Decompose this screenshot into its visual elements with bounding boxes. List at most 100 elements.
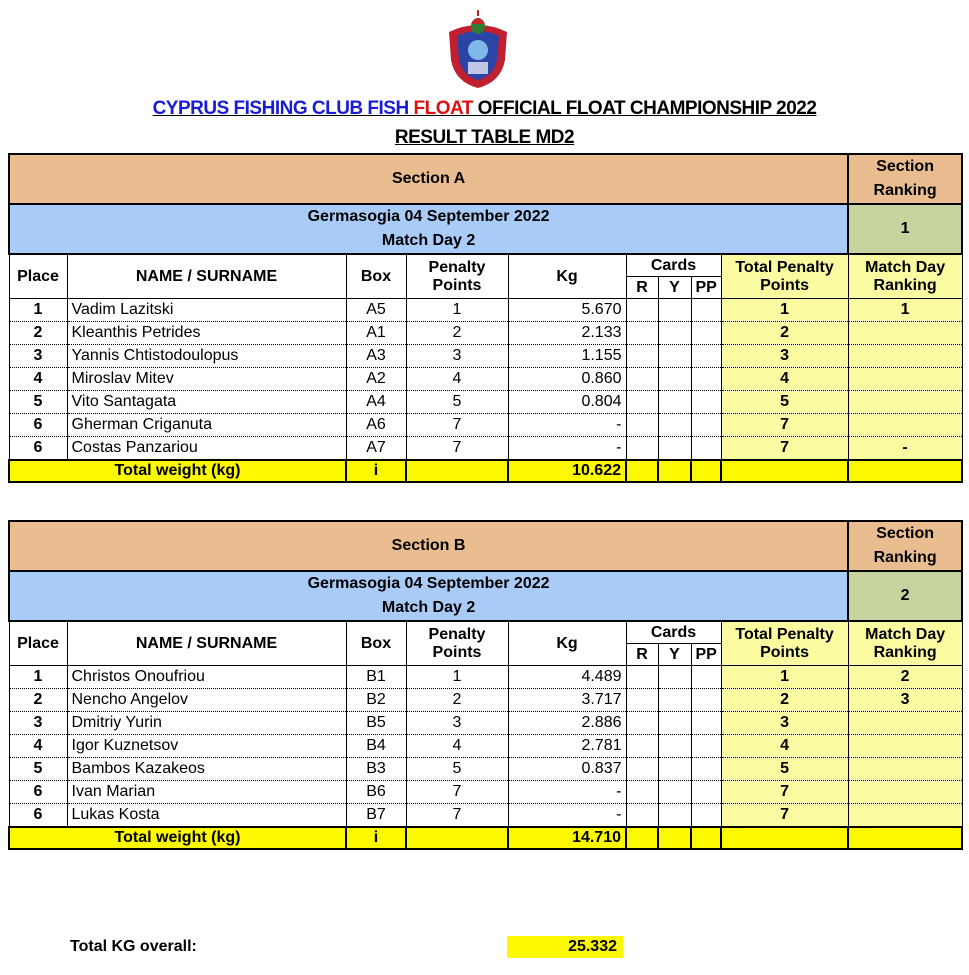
table-row: 2 Nencho Angelov B2 2 3.717 2 3 (8, 688, 963, 712)
match-day-ranking: 3 (847, 688, 963, 712)
page-subtitle: RESULT TABLE MD2 (394, 127, 575, 148)
angler-name: Vadim Lazitski (66, 298, 347, 322)
box: A2 (345, 367, 407, 391)
place: 4 (8, 734, 68, 758)
box: A1 (345, 321, 407, 345)
card-r (625, 665, 659, 689)
card-pp (690, 321, 722, 345)
kg: 2.133 (507, 321, 627, 345)
card-pp (690, 390, 722, 414)
box: A4 (345, 390, 407, 414)
col-y: Y (657, 276, 692, 299)
angler-name: Dmitriy Yurin (66, 711, 347, 735)
box: B2 (345, 688, 407, 712)
match-day-ranking (847, 734, 963, 758)
place: 6 (8, 413, 68, 437)
penalty-points: 7 (405, 436, 509, 461)
col-box: Box (345, 620, 407, 666)
section-ranking-header: Section Ranking (847, 153, 964, 205)
total-penalty: 4 (720, 734, 849, 758)
col-match-day-ranking: Match Day Ranking (847, 253, 963, 299)
angler-name: Vito Santagata (66, 390, 347, 414)
card-y (657, 344, 692, 368)
total-penalty: 1 (720, 665, 849, 689)
card-y (657, 734, 692, 758)
place: 6 (8, 436, 68, 461)
place: 4 (8, 367, 68, 391)
col-kg: Kg (507, 620, 627, 666)
penalty-points: 4 (405, 367, 509, 391)
kg: - (507, 436, 627, 461)
card-pp (690, 344, 722, 368)
col-y: Y (657, 643, 692, 666)
penalty-points: 5 (405, 390, 509, 414)
section-ranking-value: 2 (847, 570, 964, 622)
table-row: 3 Yannis Chtistodoulopus A3 3 1.155 3 (8, 344, 963, 368)
match-day-ranking: 2 (847, 665, 963, 689)
col-penalty: Penalty Points (405, 620, 509, 666)
table-row: 4 Igor Kuznetsov B4 4 2.781 4 (8, 734, 963, 758)
place: 1 (8, 298, 68, 322)
card-pp (690, 757, 722, 781)
total-row: Total weight (kg) i 10.622 (8, 459, 964, 483)
card-r (625, 711, 659, 735)
kg: 0.837 (507, 757, 627, 781)
penalty-points: 2 (405, 688, 509, 712)
card-y (657, 711, 692, 735)
card-r (625, 688, 659, 712)
angler-name: Costas Panzariou (66, 436, 347, 461)
table-row: 4 Miroslav Mitev A2 4 0.860 4 (8, 367, 963, 391)
penalty-points: 7 (405, 803, 509, 828)
angler-name: Gherman Criganuta (66, 413, 347, 437)
match-info: Germasogia 04 September 2022 Match Day 2 (7, 570, 850, 622)
card-r (625, 734, 659, 758)
section-title: Section B (7, 520, 850, 572)
col-name: NAME / SURNAME (66, 253, 347, 299)
title-float: FLOAT (413, 98, 473, 119)
card-y (657, 390, 692, 414)
total-box: i (345, 826, 407, 850)
section-ranking-value: 1 (847, 203, 964, 255)
col-r: R (625, 643, 659, 666)
penalty-points: 1 (405, 298, 509, 322)
kg: 2.886 (507, 711, 627, 735)
table-row: 6 Gherman Criganuta A6 7 - 7 (8, 413, 963, 437)
card-r (625, 780, 659, 804)
card-r (625, 757, 659, 781)
penalty-points: 1 (405, 665, 509, 689)
box: A6 (345, 413, 407, 437)
box: B3 (345, 757, 407, 781)
place: 2 (8, 688, 68, 712)
table-row: 1 Vadim Lazitski A5 1 5.670 1 1 (8, 298, 963, 322)
card-r (625, 367, 659, 391)
section-table: Section A Section Ranking Germasogia 04 Se… (7, 153, 964, 483)
match-day-ranking (847, 344, 963, 368)
match-day-ranking (847, 413, 963, 437)
angler-name: Lukas Kosta (66, 803, 347, 828)
card-pp (690, 711, 722, 735)
total-penalty: 3 (720, 344, 849, 368)
kg: 1.155 (507, 344, 627, 368)
table-row: 5 Vito Santagata A4 5 0.804 5 (8, 390, 963, 414)
total-kg: 10.622 (507, 459, 627, 483)
table-row: 3 Dmitriy Yurin B5 3 2.886 3 (8, 711, 963, 735)
angler-name: Nencho Angelov (66, 688, 347, 712)
col-pp: PP (690, 643, 722, 666)
card-r (625, 321, 659, 345)
place: 5 (8, 390, 68, 414)
total-penalty: 4 (720, 367, 849, 391)
penalty-points: 3 (405, 711, 509, 735)
match-day-ranking (847, 367, 963, 391)
total-penalty: 3 (720, 711, 849, 735)
total-label: Total weight (kg) (8, 459, 347, 483)
overall-label: Total KG overall: (70, 938, 197, 955)
total-penalty: 1 (720, 298, 849, 322)
penalty-points: 5 (405, 757, 509, 781)
table-row: 6 Ivan Marian B6 7 - 7 (8, 780, 963, 804)
card-y (657, 367, 692, 391)
angler-name: Yannis Chtistodoulopus (66, 344, 347, 368)
section-ranking-header: Section Ranking (847, 520, 964, 572)
col-total-penalty: Total Penalty Points (720, 253, 849, 299)
total-penalty: 5 (720, 757, 849, 781)
angler-name: Bambos Kazakeos (66, 757, 347, 781)
